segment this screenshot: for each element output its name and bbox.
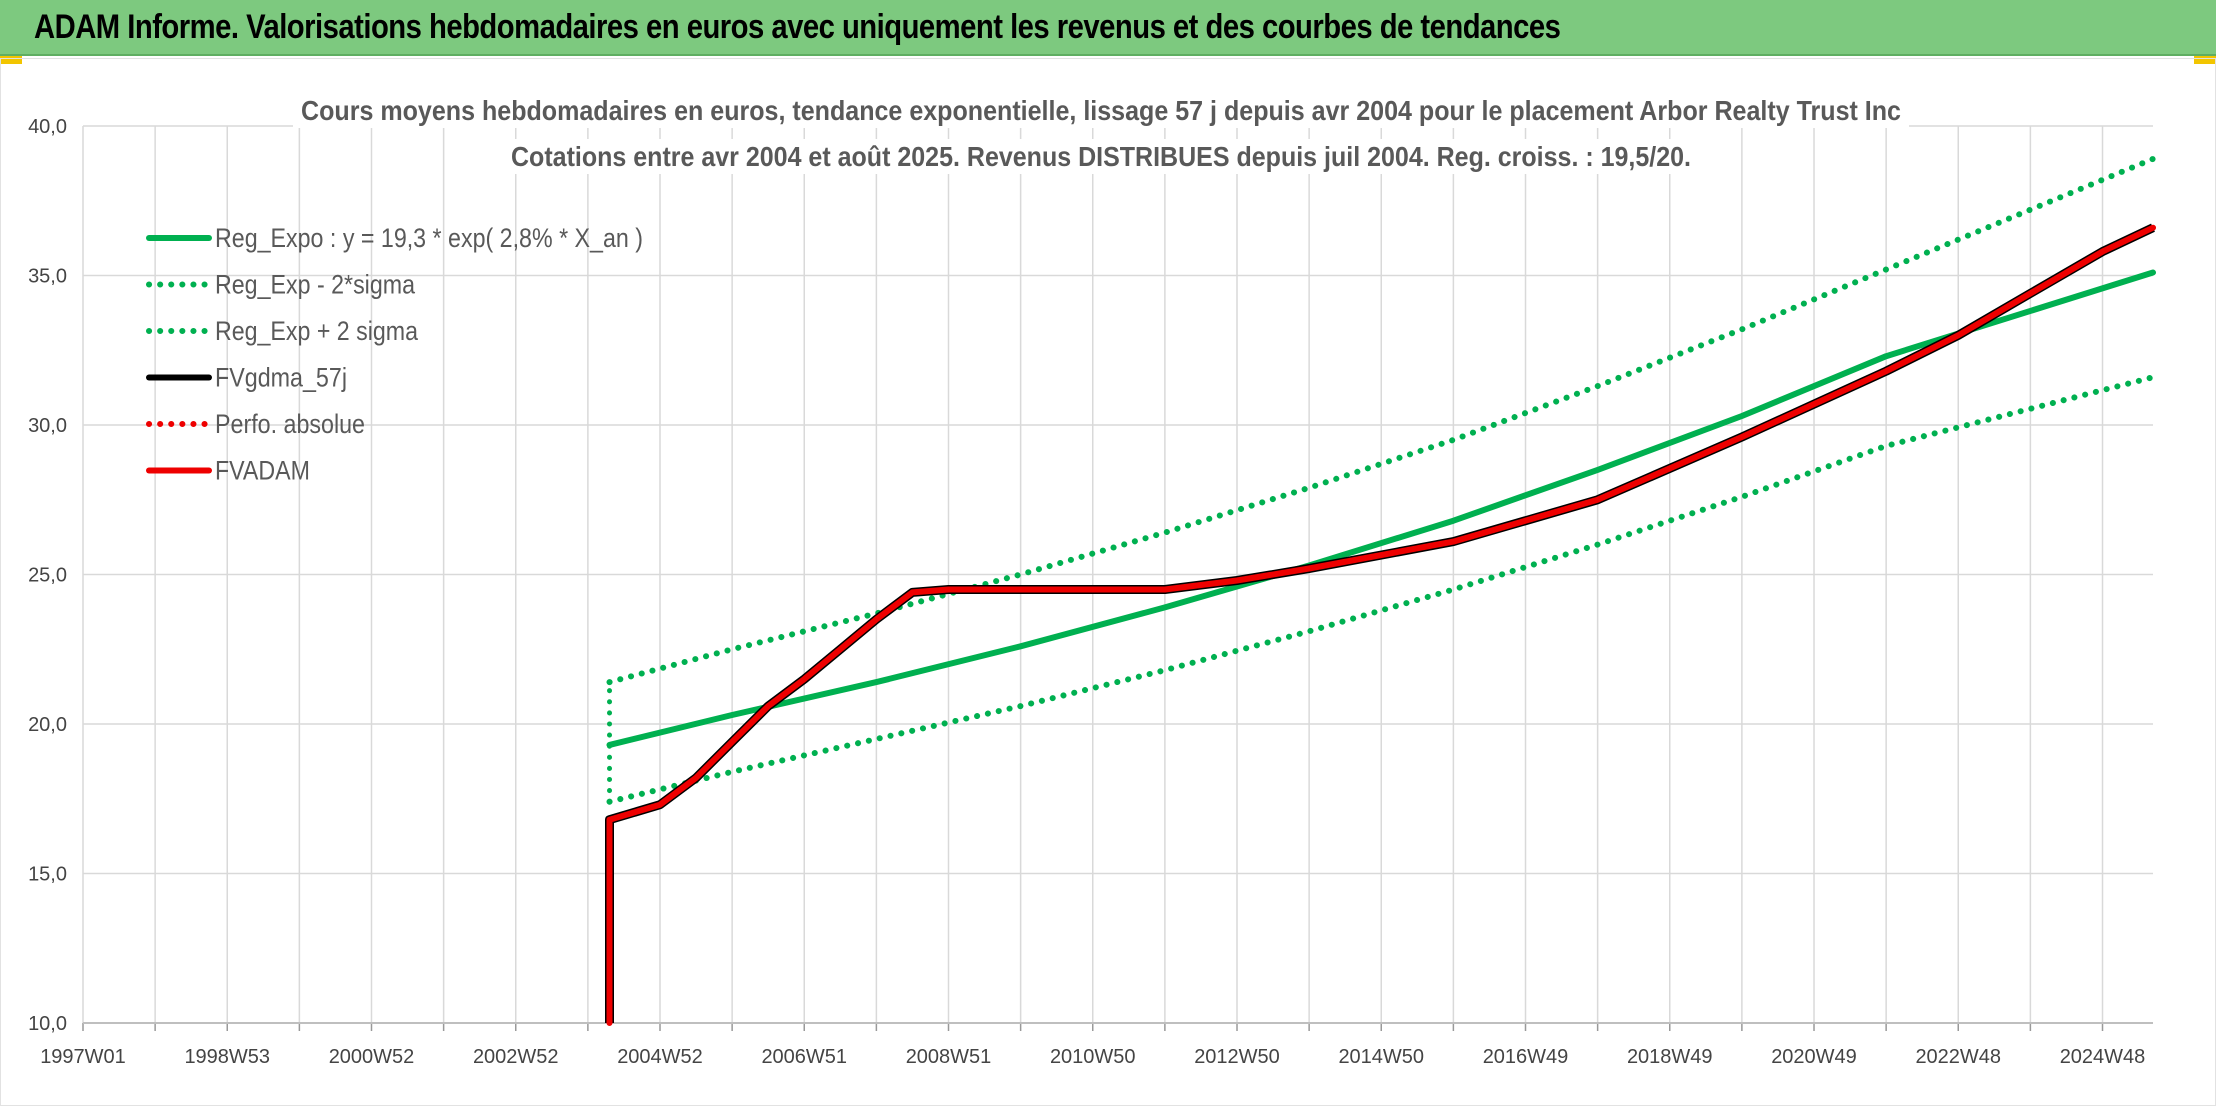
chart-title-line-2: Cotations entre avr 2004 et août 2025. R… (511, 141, 1691, 172)
y-tick-label: 30,0 (28, 415, 67, 437)
y-tick-label: 10,0 (28, 1013, 67, 1035)
series-line-fvadam (606, 224, 2156, 1026)
legend: Reg_Expo : y = 19,3 * exp( 2,8% * X_an )… (146, 223, 643, 486)
chart-title-background (293, 93, 1909, 128)
line-chart: 10,0 15,0 20,0 25,0 30,0 35,0 40,0 1997W01 1998W… (28, 93, 2156, 1068)
y-tick-label: 15,0 (28, 864, 67, 886)
legend-label-low: Reg_Exp - 2*sigma (215, 270, 416, 300)
x-tick-label: 2006W51 (761, 1046, 847, 1068)
x-tick-label: 2016W49 (1483, 1046, 1569, 1068)
x-tick-label: 2022W48 (1915, 1046, 2001, 1068)
x-tick-label: 2004W52 (617, 1046, 703, 1068)
gridlines (82, 125, 2153, 1031)
corner-marker-left (0, 56, 22, 64)
y-tick-label: 25,0 (28, 565, 67, 587)
report-banner: ADAM Informe. Valorisations hebdomadaire… (0, 0, 2216, 56)
x-tick-label: 2014W50 (1338, 1046, 1424, 1068)
legend-label-perfo: Perfo. absolue (215, 409, 365, 439)
chart-frame: 10,0 15,0 20,0 25,0 30,0 35,0 40,0 1997W01 1998W… (0, 58, 2216, 1106)
x-tick-label: 2012W50 (1194, 1046, 1280, 1068)
series-line-low (606, 374, 2156, 805)
x-tick-label: 1997W01 (40, 1046, 126, 1068)
chart-title-background (503, 139, 1699, 174)
legend-label-reg: Reg_Expo : y = 19,3 * exp( 2,8% * X_an ) (215, 223, 643, 253)
report-title: ADAM Informe. Valorisations hebdomadaire… (34, 8, 1561, 46)
x-tick-label: 2018W49 (1627, 1046, 1713, 1068)
x-tick-label: 1998W53 (184, 1046, 270, 1068)
x-tick-label: 2002W52 (473, 1046, 559, 1068)
x-tick-label: 2008W51 (906, 1046, 992, 1068)
x-tick-label: 2020W49 (1771, 1046, 1857, 1068)
corner-marker-right (2194, 56, 2216, 64)
legend-label-fvadam: FVADAM (215, 456, 310, 486)
y-tick-label: 20,0 (28, 714, 67, 736)
legend-label-gdma: FVgdma_57j (215, 363, 347, 393)
x-tick-label: 2000W52 (329, 1046, 415, 1068)
y-tick-label: 35,0 (28, 266, 67, 288)
legend-label-high: Reg_Exp + 2 sigma (215, 316, 419, 346)
x-tick-label: 2010W50 (1050, 1046, 1136, 1068)
y-tick-label: 40,0 (28, 116, 67, 138)
x-tick-label: 2024W48 (2060, 1046, 2146, 1068)
chart-title-line-1: Cours moyens hebdomadaires en euros, ten… (301, 95, 1901, 126)
